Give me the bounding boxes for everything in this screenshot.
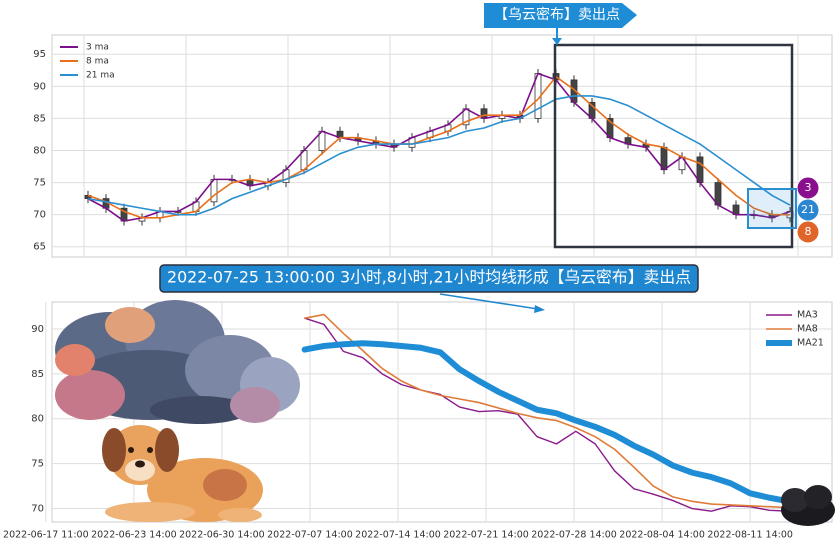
top-plot-area: [51, 34, 833, 258]
y-tick-label: 95: [33, 49, 46, 60]
x-tick-label: 2022-08-11 14:00: [707, 530, 793, 541]
badge-label: 3: [805, 181, 812, 194]
decoration: [55, 3, 835, 526]
y-tick-label: 80: [33, 145, 46, 156]
callout-text: 【乌云密布】卖出点: [494, 6, 620, 23]
y-tick-label: 70: [31, 504, 44, 515]
highlight-box: [553, 43, 794, 249]
legend-label: MA3: [797, 310, 818, 321]
x-tick-label: 2022-06-23 14:00: [91, 530, 177, 541]
y-tick-label: 75: [31, 459, 44, 470]
x-tick-label: 2022-07-28 14:00: [531, 530, 617, 541]
annotation-arrow: [439, 293, 539, 310]
ma-line: [303, 317, 790, 512]
x-tick-label: 2022-08-04 14:00: [619, 530, 705, 541]
ma-line: [87, 75, 790, 219]
x-tick-label: 2022-06-17 11:00: [3, 530, 89, 541]
storm-cloud: [55, 300, 300, 424]
y-tick-label: 90: [31, 324, 44, 335]
y-tick-label: 80: [31, 414, 44, 425]
black-cloud: [781, 485, 835, 526]
legend-label: 21 ma: [86, 71, 115, 81]
ma-line: [87, 72, 791, 222]
badge: [796, 220, 820, 244]
layer: 65 70 75 80 85 90 95 3 ma 8 ma 21 ma 3 21 8 2022-06-1…: [3, 35, 832, 541]
legend-label: MA8: [797, 324, 818, 335]
x-tick-label: 2022-06-30 14:00: [179, 530, 265, 541]
y-tick-label: 70: [33, 210, 46, 221]
cross-box: [747, 188, 797, 229]
dog: [102, 425, 263, 522]
ma-line: [87, 95, 791, 216]
ma-line: [301, 340, 792, 505]
badge-label: 8: [805, 225, 812, 238]
annotation-box: [159, 264, 699, 293]
y-tick-label: 65: [33, 242, 46, 253]
y-tick-label: 85: [31, 369, 44, 380]
y-tick-label: 85: [33, 113, 46, 124]
callout-box: [484, 3, 637, 28]
callout-arrowhead: [552, 38, 562, 45]
x-tick-label: 2022-07-07 14:00: [267, 530, 353, 541]
legend-label: MA21: [797, 338, 824, 349]
badge-label: 21: [801, 203, 815, 216]
annotation-arrowhead: [534, 305, 545, 313]
x-tick-label: 2022-07-14 14:00: [355, 530, 441, 541]
y-tick-label: 90: [33, 81, 46, 92]
legend-label: 8 ma: [86, 57, 109, 67]
annotation-text: 2022-07-25 13:00:00 3小时,8小时,21小时均线形成【乌云密…: [167, 268, 691, 287]
y-tick-label: 75: [33, 178, 46, 189]
ma-line: [303, 313, 790, 509]
legend-label: 3 ma: [86, 43, 109, 53]
x-tick-label: 2022-07-21 14:00: [443, 530, 529, 541]
